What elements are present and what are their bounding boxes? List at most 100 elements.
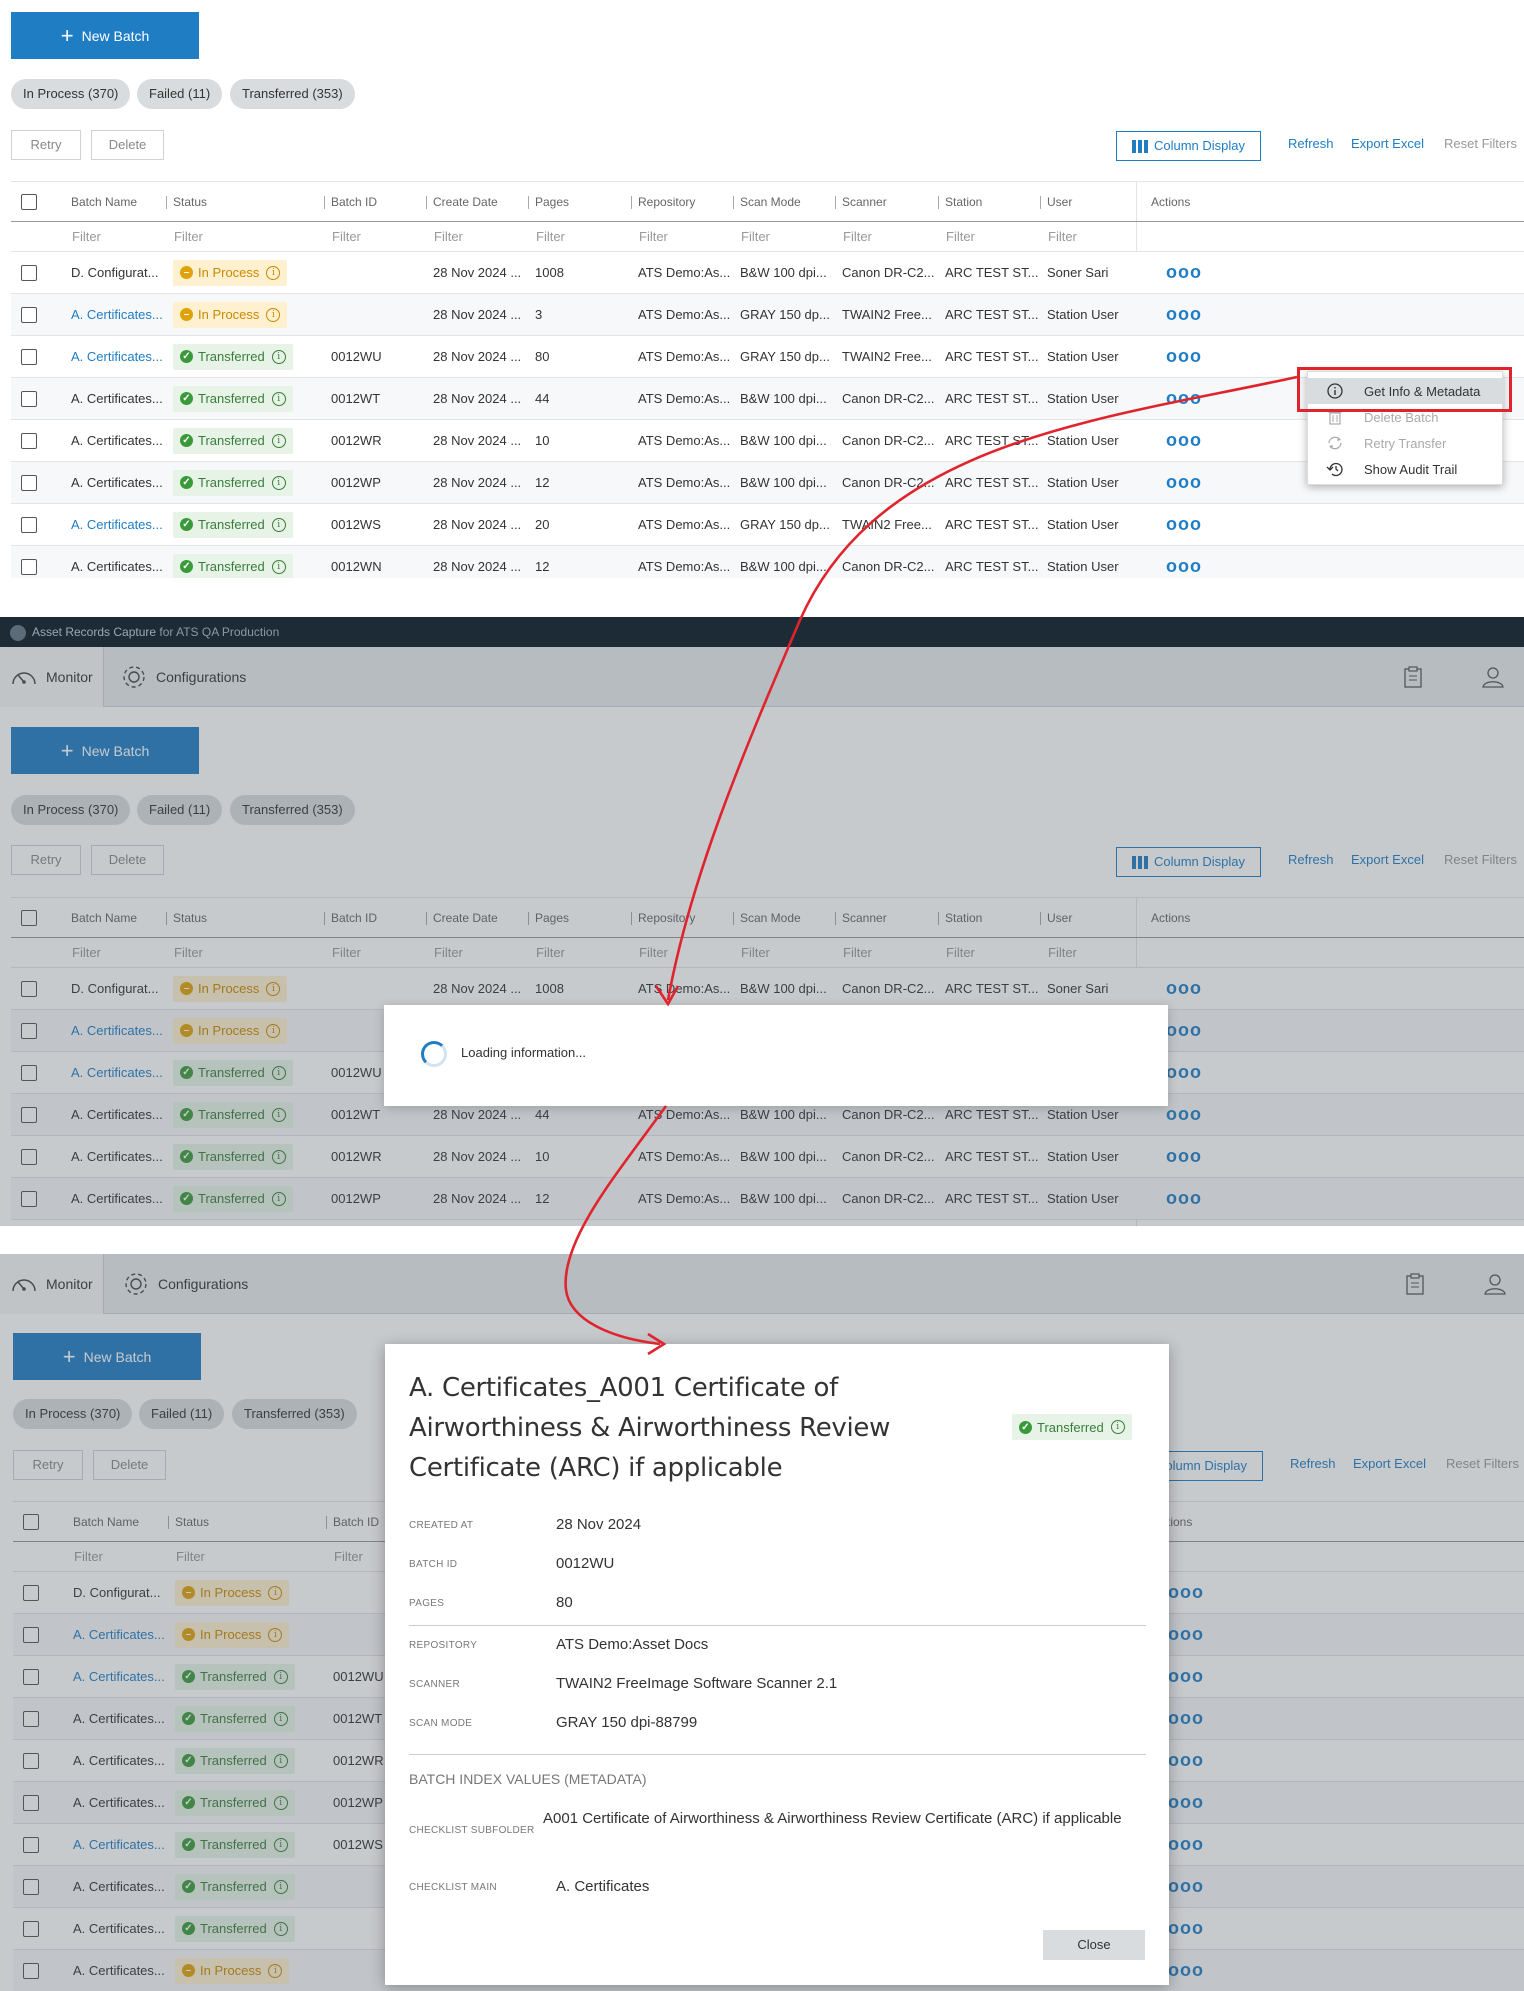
cell-name[interactable]: A. Certificates... <box>73 1950 165 1991</box>
refresh-link[interactable]: Refresh <box>1288 136 1334 151</box>
menu-get-info[interactable]: Get Info & Metadata <box>1308 378 1504 404</box>
filter-input[interactable]: Filter <box>434 229 463 244</box>
row-checkbox[interactable] <box>21 420 37 461</box>
delete-button[interactable]: Delete <box>91 130 164 160</box>
checkbox[interactable] <box>23 1668 39 1685</box>
info-icon[interactable]: i <box>271 1191 286 1206</box>
info-icon[interactable]: i <box>271 1149 286 1164</box>
new-batch-button[interactable]: + New Batch <box>11 727 199 774</box>
checkbox[interactable] <box>21 390 37 407</box>
column-header-repository[interactable]: Repository <box>638 898 740 937</box>
info-icon[interactable]: i <box>271 349 286 364</box>
row-actions-button[interactable]: ooo <box>1168 1698 1204 1739</box>
retry-button[interactable]: Retry <box>11 130 81 160</box>
checkbox[interactable] <box>21 909 37 926</box>
column-header-scan-mode[interactable]: Scan Mode <box>740 182 842 221</box>
column-header-status[interactable]: Status <box>173 898 331 937</box>
row-actions-button[interactable]: ooo <box>1166 462 1202 503</box>
checkbox[interactable] <box>21 348 37 365</box>
cell-name[interactable]: A. Certificates... <box>73 1908 165 1949</box>
column-header-scan-mode[interactable]: Scan Mode <box>740 898 842 937</box>
filter-input[interactable]: Filter <box>74 1549 103 1564</box>
column-header-batch-name[interactable]: Batch Name <box>71 182 173 221</box>
table-row[interactable]: A. Certificates... ✓ Transferred i 0012WR 28 … <box>11 420 1524 462</box>
checkbox[interactable] <box>23 1836 39 1853</box>
export-excel-link[interactable]: Export Excel <box>1351 852 1424 867</box>
column-header-batch-name[interactable]: Batch Name <box>71 898 173 937</box>
checkbox[interactable] <box>21 558 37 575</box>
column-header-user[interactable]: User <box>1047 182 1136 221</box>
nav-monitor[interactable]: Monitor <box>0 1254 104 1314</box>
cell-name[interactable]: A. Certificates... <box>71 504 163 545</box>
row-actions-button[interactable]: ooo <box>1166 336 1202 377</box>
row-checkbox[interactable] <box>21 1178 37 1219</box>
checkbox[interactable] <box>23 1513 39 1530</box>
checkbox[interactable] <box>21 1064 37 1081</box>
row-actions-button[interactable]: ooo <box>1166 1010 1202 1051</box>
cell-name[interactable]: D. Configurat... <box>73 1572 160 1613</box>
reset-filters-link[interactable]: Reset Filters <box>1444 852 1517 867</box>
cell-name[interactable]: A. Certificates... <box>73 1656 165 1697</box>
info-icon[interactable]: i <box>273 1921 288 1936</box>
row-actions-button[interactable]: ooo <box>1166 546 1202 578</box>
info-icon[interactable]: i <box>273 1879 288 1894</box>
column-header-batch-id[interactable]: Batch ID <box>331 182 433 221</box>
delete-button[interactable]: Delete <box>91 845 164 875</box>
row-actions-button[interactable]: ooo <box>1168 1614 1204 1655</box>
refresh-link[interactable]: Refresh <box>1290 1456 1336 1471</box>
filter-input[interactable]: Filter <box>741 945 770 960</box>
filter-input[interactable]: Filter <box>174 229 203 244</box>
info-icon[interactable]: i <box>266 265 281 280</box>
info-icon[interactable]: i <box>271 1107 286 1122</box>
filter-in-process[interactable]: In Process (370) <box>13 1399 133 1429</box>
row-actions-button[interactable]: ooo <box>1168 1782 1204 1823</box>
user-icon[interactable] <box>1479 663 1507 691</box>
row-checkbox[interactable] <box>23 1950 39 1991</box>
checkbox[interactable] <box>21 1148 37 1165</box>
column-header-station[interactable]: Station <box>945 898 1047 937</box>
filter-failed[interactable]: Failed (11) <box>137 795 223 825</box>
cell-name[interactable]: A. Certificates... <box>73 1782 165 1823</box>
info-icon[interactable]: i <box>266 981 281 996</box>
row-checkbox[interactable] <box>21 1052 37 1093</box>
table-row[interactable]: A. Certificates... ✓ Transferred i 0012WS 28 … <box>11 504 1524 546</box>
reset-filters-link[interactable]: Reset Filters <box>1446 1456 1519 1471</box>
info-icon[interactable]: i <box>271 433 286 448</box>
retry-button[interactable]: Retry <box>11 845 81 875</box>
column-header-create-date[interactable]: Create Date <box>433 182 535 221</box>
checkbox[interactable] <box>23 1920 39 1937</box>
filter-input[interactable]: Filter <box>536 945 565 960</box>
info-icon[interactable]: i <box>266 307 281 322</box>
table-row[interactable]: A. Certificates... ✓ Transferred i 0012WP 28 … <box>11 1178 1524 1220</box>
nav-configurations[interactable]: Configurations <box>110 647 256 707</box>
cell-name[interactable]: A. Certificates... <box>71 1094 163 1135</box>
checkbox[interactable] <box>21 980 37 997</box>
row-actions-button[interactable]: ooo <box>1168 1740 1204 1781</box>
checkbox[interactable] <box>23 1794 39 1811</box>
user-icon[interactable] <box>1481 1270 1509 1298</box>
column-header-actions[interactable]: Actions <box>1151 898 1231 937</box>
checkbox[interactable] <box>21 264 37 281</box>
filter-input[interactable]: Filter <box>174 945 203 960</box>
cell-name[interactable]: A. Certificates... <box>71 546 163 578</box>
row-checkbox[interactable] <box>23 1782 39 1823</box>
row-actions-button[interactable]: ooo <box>1166 1178 1202 1219</box>
table-row[interactable]: A. Certificates... ✓ Transferred i 0012WP 28 … <box>11 462 1524 504</box>
new-batch-button[interactable]: + New Batch <box>13 1333 201 1380</box>
refresh-link[interactable]: Refresh <box>1288 852 1334 867</box>
row-checkbox[interactable] <box>23 1698 39 1739</box>
checkbox[interactable] <box>21 1022 37 1039</box>
row-checkbox[interactable] <box>21 968 37 1009</box>
nav-configurations[interactable]: Configurations <box>112 1254 258 1314</box>
row-actions-button[interactable]: ooo <box>1168 1950 1204 1991</box>
cell-name[interactable]: D. Configurat... <box>71 252 158 293</box>
row-actions-button[interactable]: ooo <box>1168 1824 1204 1865</box>
row-checkbox[interactable] <box>23 1824 39 1865</box>
column-header-repository[interactable]: Repository <box>638 182 740 221</box>
cell-name[interactable]: A. Certificates... <box>73 1698 165 1739</box>
delete-button[interactable]: Delete <box>93 1450 166 1480</box>
checkbox[interactable] <box>23 1710 39 1727</box>
column-header-pages[interactable]: Pages <box>535 182 638 221</box>
row-checkbox[interactable] <box>21 1010 37 1051</box>
filter-in-process[interactable]: In Process (370) <box>11 795 131 825</box>
